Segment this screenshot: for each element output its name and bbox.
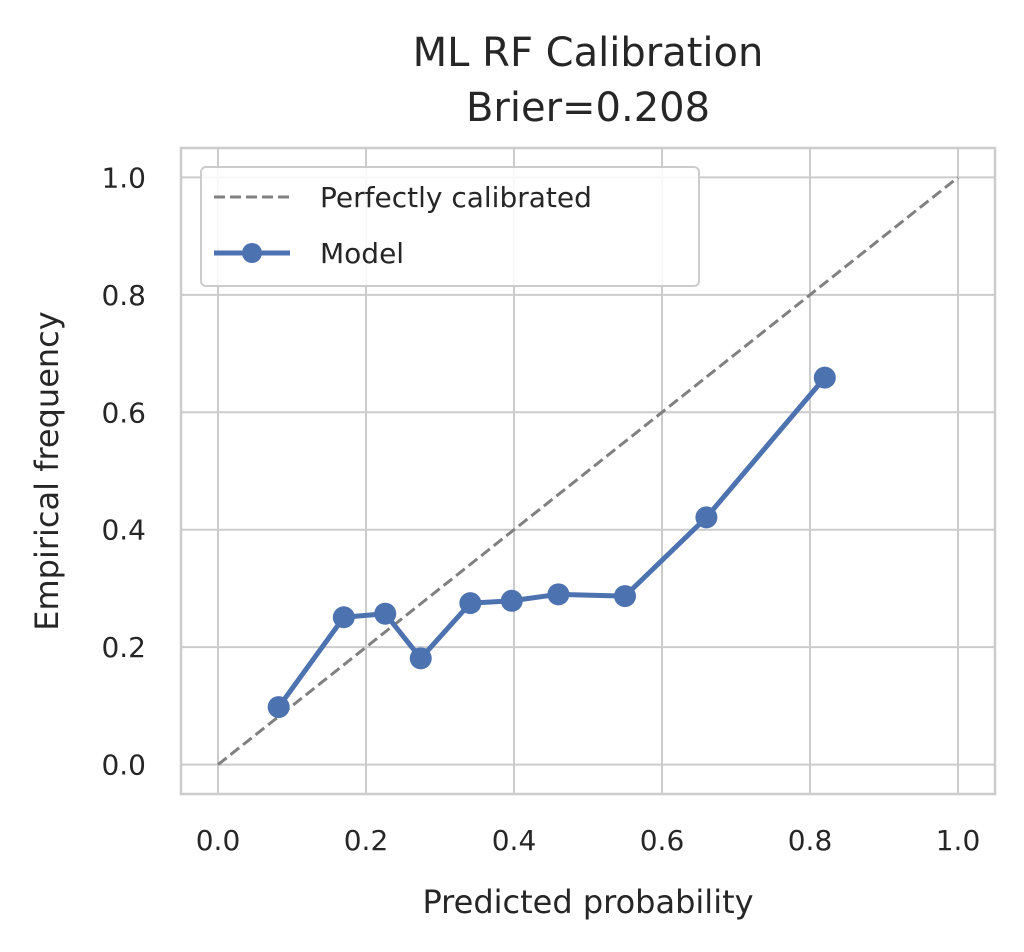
y-tick-labels: 0.0 0.2 0.4 0.6 0.8 1.0 [101,161,146,781]
y-tick-label: 1.0 [101,161,146,194]
legend-label-model: Model [320,237,404,270]
y-tick-label: 0.8 [101,279,146,312]
x-tick-label: 0.4 [492,824,537,857]
series-line-model [276,376,827,709]
series-line-perfectly-calibrated [217,176,959,766]
legend-marker-model [242,243,262,263]
y-tick-label: 0.6 [101,396,146,429]
model-point [500,589,523,612]
x-tick-label: 1.0 [936,824,981,857]
x-axis-label: Predicted probability [422,883,753,921]
x-tick-label: 0.0 [196,824,241,857]
legend: Perfectly calibrated Model [200,166,700,287]
y-tick-label: 0.4 [101,514,146,547]
model-point [695,506,718,529]
y-tick-label: 0.0 [101,749,146,782]
x-tick-label: 0.2 [344,824,389,857]
model-point [813,366,836,389]
plot-area [217,176,959,766]
chart-subtitle: Brier=0.208 [466,85,710,131]
x-tick-label: 0.8 [788,824,833,857]
model-point [332,606,355,629]
chart-title: ML RF Calibration [413,30,764,76]
model-point [614,585,636,608]
legend-label-perfect: Perfectly calibrated [320,181,592,214]
y-tick-label: 0.2 [101,631,146,664]
model-point [459,592,482,615]
y-axis-label: Empirical frequency [28,311,66,630]
legend-box [200,166,700,287]
x-tick-labels: 0.0 0.2 0.4 0.6 0.8 1.0 [196,824,981,857]
model-point [374,602,397,625]
x-tick-label: 0.6 [640,824,685,857]
model-point [409,647,432,670]
plot-frame [179,146,997,796]
model-point [267,696,290,719]
model-point [547,583,570,606]
